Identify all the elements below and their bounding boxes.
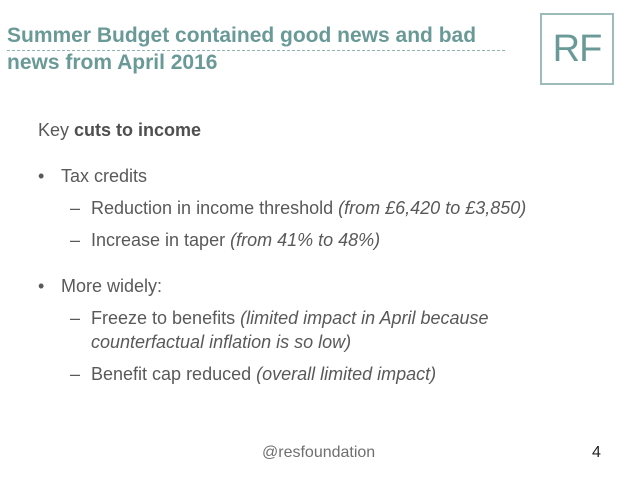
- heading-bold: cuts to income: [74, 120, 202, 140]
- sub-item-text: Freeze to benefits: [91, 308, 241, 328]
- page-number: 4: [592, 444, 601, 461]
- sub-item: – Benefit cap reduced (overall limited i…: [38, 362, 561, 386]
- bullet-label: Tax credits: [61, 166, 148, 186]
- dash-marker: –: [70, 308, 81, 328]
- dash-marker: –: [70, 230, 81, 250]
- spacer: [38, 260, 618, 274]
- sub-item-note: (from 41% to 48%): [230, 230, 381, 250]
- sub-item-text: Increase in taper: [91, 230, 231, 250]
- slide-body: Key cuts to income • Tax credits – Reduc…: [38, 118, 618, 394]
- bullet-dot: •: [38, 166, 45, 186]
- sub-item: – Freeze to benefits (limited impact in …: [38, 306, 561, 354]
- bullet-tax-credits: • Tax credits: [38, 164, 618, 188]
- bullet-more-widely: • More widely:: [38, 274, 618, 298]
- sub-item-note: (from £6,420 to £3,850): [338, 198, 527, 218]
- footer-handle: @resfoundation: [262, 444, 376, 461]
- sub-item-note: (overall limited impact): [256, 364, 437, 384]
- sub-item: – Reduction in income threshold (from £6…: [38, 196, 561, 220]
- dash-marker: –: [70, 364, 81, 384]
- sub-item-text: Benefit cap reduced: [91, 364, 257, 384]
- rf-logo: RF: [540, 13, 614, 85]
- sub-item: – Increase in taper (from 41% to 48%): [38, 228, 561, 252]
- sub-item-note: (limited impact in April because counter…: [91, 308, 489, 352]
- sub-item-text: Reduction in income threshold: [91, 198, 339, 218]
- title-rule: [7, 50, 505, 51]
- dash-marker: –: [70, 198, 81, 218]
- section-heading: Key cuts to income: [38, 118, 618, 142]
- heading-prefix: Key: [38, 120, 75, 140]
- bullet-dot: •: [38, 276, 45, 296]
- bullet-label: More widely:: [61, 276, 163, 296]
- slide-title: Summer Budget contained good news and ba…: [7, 24, 477, 74]
